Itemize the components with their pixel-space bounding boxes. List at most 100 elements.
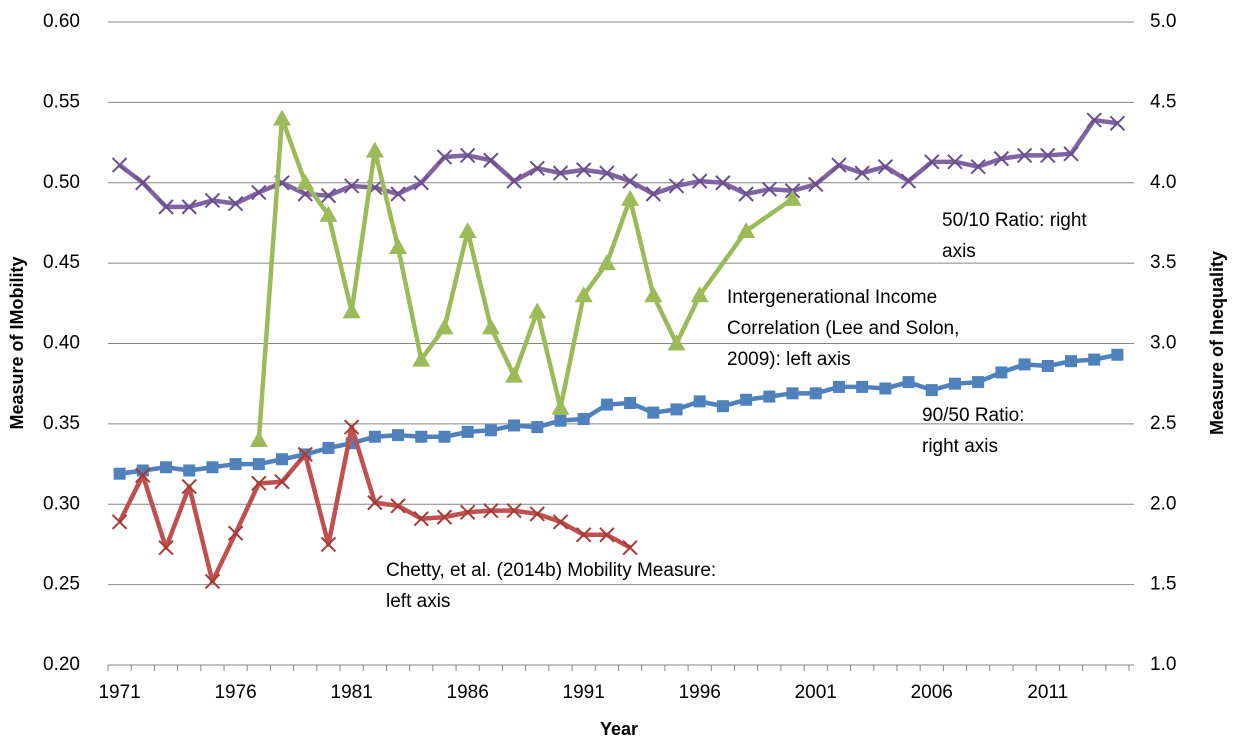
data-point (529, 506, 545, 522)
y-tick-label: 0.30 (43, 493, 80, 514)
data-point (343, 178, 360, 194)
y2-axis-title: Measure of Inequality (1207, 251, 1227, 435)
data-point (552, 514, 569, 530)
data-point (229, 458, 242, 471)
data-point (783, 189, 802, 206)
data-point (832, 380, 845, 393)
series-line (118, 117, 1118, 210)
data-point (668, 178, 685, 194)
data-point (392, 429, 405, 442)
data-point (506, 502, 522, 519)
series-line (256, 116, 794, 441)
data-point (879, 382, 892, 395)
data-point (529, 160, 545, 176)
data-point (647, 406, 660, 419)
data-point (552, 165, 569, 181)
data-point (995, 366, 1008, 379)
data-point (597, 254, 616, 271)
data-point (531, 421, 544, 434)
data-point (1040, 147, 1056, 164)
data-point (528, 302, 547, 319)
y2-tick-label: 1.0 (1150, 654, 1176, 675)
data-point (1016, 147, 1033, 164)
annotation: 2009): left axis (727, 349, 851, 370)
data-point (436, 509, 453, 525)
data-point (599, 527, 615, 543)
x-tick-label: 2011 (1027, 682, 1068, 703)
x-tick-label: 1976 (214, 682, 256, 703)
data-point (808, 176, 824, 193)
data-point (715, 175, 731, 191)
data-point (413, 175, 429, 191)
data-point (483, 152, 499, 168)
y2-tick-label: 3.0 (1150, 333, 1176, 354)
y-tick-label: 0.55 (43, 91, 80, 112)
data-point (135, 175, 151, 191)
data-point (297, 446, 313, 463)
data-point (948, 377, 961, 390)
data-point (508, 419, 521, 432)
data-point (415, 430, 428, 443)
data-point (692, 173, 708, 189)
data-point (551, 398, 570, 415)
data-point (902, 376, 915, 389)
data-point (343, 419, 360, 435)
data-point (761, 181, 778, 197)
data-point (435, 318, 454, 335)
data-point (390, 498, 406, 514)
data-point (738, 186, 754, 202)
x-tick-label: 2001 (795, 682, 837, 703)
x-axis-title: Year (600, 719, 638, 739)
data-point (622, 539, 638, 556)
data-point (204, 573, 221, 590)
data-point (461, 425, 474, 438)
data-point (740, 393, 753, 406)
y-tick-label: 0.35 (43, 413, 80, 434)
y2-tick-label: 2.0 (1150, 493, 1176, 514)
y-tick-label: 0.60 (43, 11, 80, 32)
y-tick-label: 0.50 (43, 172, 80, 193)
data-point (484, 424, 497, 437)
data-point (554, 414, 567, 427)
data-point (1109, 115, 1126, 131)
data-point (1111, 348, 1124, 361)
data-point (972, 376, 985, 389)
data-point (111, 514, 128, 530)
annotation: Chetty, et al. (2014b) Mobility Measure: (386, 560, 716, 581)
annotation: Intergenerational Income (727, 287, 937, 308)
data-point (273, 109, 292, 126)
y2-tick-label: 4.0 (1150, 172, 1176, 193)
data-point (160, 461, 173, 474)
data-point (1063, 146, 1079, 162)
data-point (947, 154, 963, 170)
data-point (249, 430, 268, 447)
data-point (438, 430, 451, 443)
data-point (227, 195, 244, 212)
data-point (274, 474, 290, 490)
data-point (621, 189, 640, 206)
data-point (737, 221, 756, 238)
data-point (319, 205, 338, 222)
y-tick-label: 0.45 (43, 252, 80, 273)
data-point (970, 158, 986, 175)
x-tick-label: 1986 (447, 682, 489, 703)
data-point (574, 286, 593, 303)
data-point (204, 192, 221, 209)
data-point (458, 221, 477, 238)
annotation: 90/50 Ratio: (922, 405, 1024, 426)
data-point (925, 384, 938, 397)
data-point (227, 525, 244, 541)
data-point (322, 441, 335, 454)
data-point (690, 286, 709, 303)
data-point (320, 536, 337, 553)
data-point (716, 400, 729, 413)
data-point (600, 398, 613, 411)
data-point (505, 366, 524, 383)
x-tick-label: 1996 (679, 682, 721, 703)
data-point (831, 157, 847, 173)
data-point (1088, 353, 1101, 366)
y-axis-title: Measure of IMobility (7, 256, 27, 429)
annotation: left axis (386, 591, 450, 612)
data-point (599, 165, 615, 181)
